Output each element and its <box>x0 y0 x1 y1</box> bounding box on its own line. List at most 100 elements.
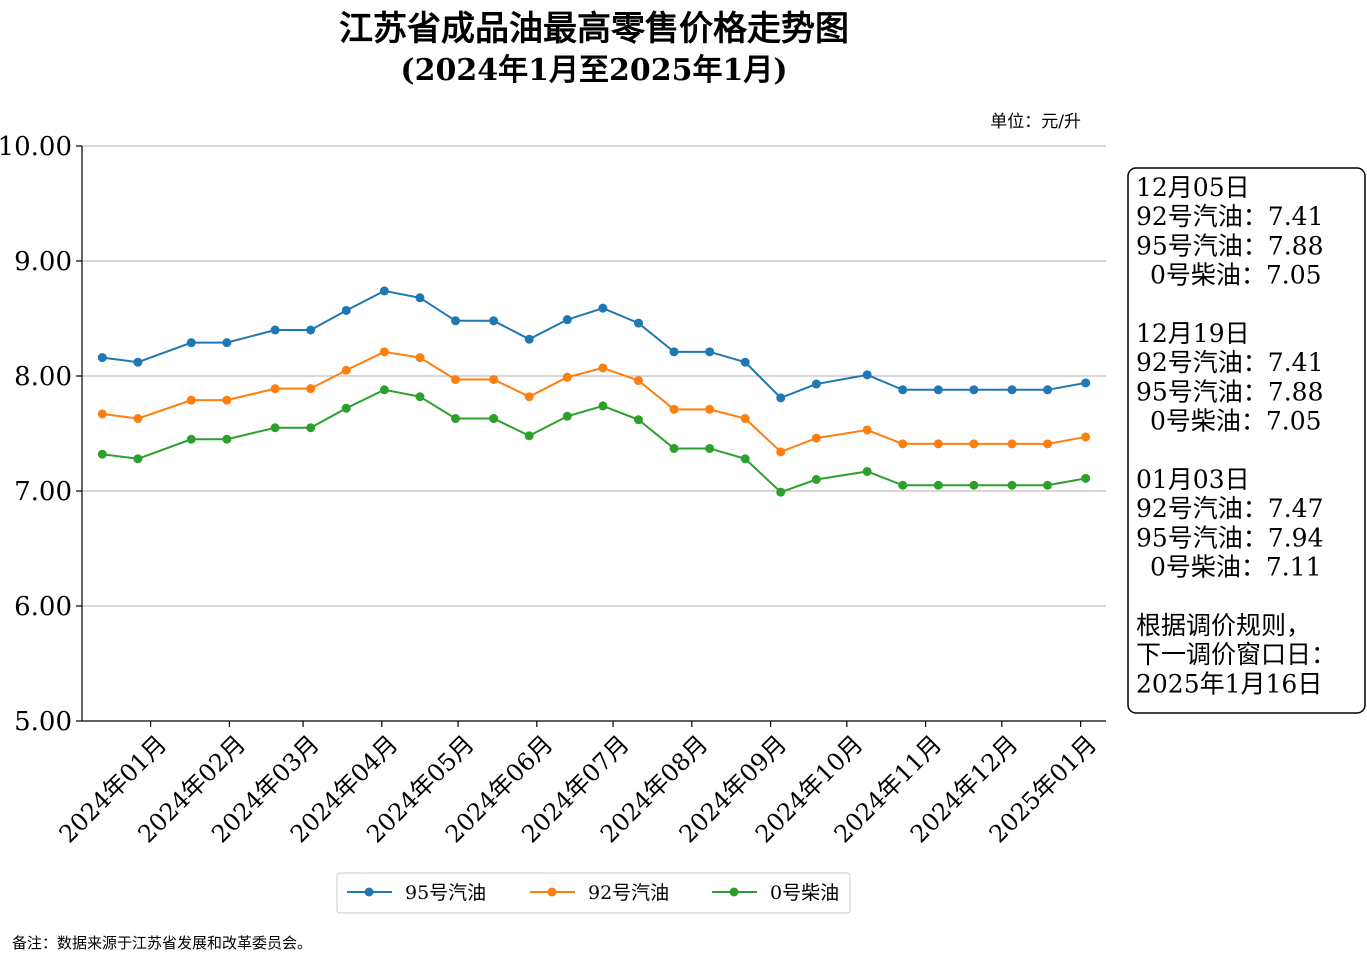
data-point <box>633 415 643 425</box>
data-point <box>524 392 534 402</box>
info-box: 12月05日92号汽油：7.4195号汽油：7.880号柴油：7.0512月19… <box>1127 167 1366 714</box>
legend-marker <box>547 887 557 897</box>
data-point <box>379 385 389 395</box>
data-point <box>776 487 786 497</box>
data-point <box>415 353 425 363</box>
data-point <box>133 414 143 424</box>
data-point <box>898 480 908 490</box>
data-point <box>705 404 715 414</box>
data-point <box>933 385 943 395</box>
data-point <box>1081 432 1091 442</box>
info-line: 根据调价规则， <box>1136 611 1311 640</box>
data-point <box>862 425 872 435</box>
info-line: 92号汽油：7.41 <box>1136 348 1323 377</box>
y-tick-label: 10.00 <box>0 132 72 162</box>
data-point <box>379 286 389 296</box>
data-point <box>898 385 908 395</box>
info-line: 0号柴油：7.05 <box>1150 261 1322 290</box>
data-point <box>776 447 786 457</box>
data-point <box>341 403 351 413</box>
data-point <box>1007 480 1017 490</box>
data-point <box>740 454 750 464</box>
data-point <box>489 316 499 326</box>
data-point <box>379 347 389 357</box>
legend-item-2: 92号汽油 <box>530 882 669 904</box>
data-point <box>133 357 143 367</box>
data-point <box>133 454 143 464</box>
data-point <box>598 303 608 313</box>
data-point <box>270 384 280 394</box>
data-point <box>415 392 425 402</box>
data-point <box>633 318 643 328</box>
data-point <box>705 443 715 453</box>
data-point <box>633 376 643 386</box>
data-point <box>270 423 280 433</box>
info-line: 95号汽油：7.94 <box>1136 523 1323 552</box>
data-point <box>524 431 534 441</box>
data-point <box>811 475 821 484</box>
data-point <box>97 449 107 459</box>
data-point <box>186 395 196 405</box>
data-point <box>1007 439 1017 449</box>
legend-frame <box>336 872 851 914</box>
data-point <box>186 338 196 348</box>
data-point <box>562 315 572 325</box>
data-point <box>1081 473 1091 483</box>
data-point <box>933 439 943 449</box>
data-point <box>1043 439 1053 449</box>
info-line: 12月19日 <box>1136 319 1250 348</box>
info-line: 95号汽油：7.88 <box>1136 377 1323 406</box>
data-point <box>898 439 908 449</box>
data-point <box>306 423 316 433</box>
info-line: 95号汽油：7.88 <box>1136 231 1323 260</box>
info-line: 12月05日 <box>1136 173 1250 202</box>
data-point <box>222 434 232 444</box>
data-point <box>705 347 715 357</box>
data-point <box>562 411 572 421</box>
legend-item-3: 0号柴油 <box>712 882 839 904</box>
axes <box>81 146 1106 722</box>
y-tick-label: 9.00 <box>14 247 72 277</box>
data-point <box>97 409 107 419</box>
info-line: 92号汽油：7.47 <box>1136 494 1323 523</box>
y-tick-label: 7.00 <box>14 477 72 507</box>
info-box-frame <box>1127 167 1366 714</box>
data-point <box>415 293 425 303</box>
data-point <box>598 401 608 411</box>
data-point <box>1081 378 1091 388</box>
info-line: 0号柴油：7.05 <box>1150 407 1322 436</box>
data-point <box>489 374 499 384</box>
data-point <box>1043 385 1053 395</box>
data-point <box>740 414 750 424</box>
data-point <box>489 414 499 424</box>
info-line: 01月03日 <box>1136 465 1250 494</box>
data-point <box>933 480 943 490</box>
info-line: 下一调价窗口日： <box>1136 640 1336 669</box>
data-point <box>669 404 679 414</box>
legend-label: 92号汽油 <box>588 882 669 904</box>
data-point <box>97 353 107 363</box>
data-point <box>451 374 461 384</box>
y-tick-label: 8.00 <box>14 362 72 392</box>
data-point <box>811 433 821 443</box>
info-line: 92号汽油：7.41 <box>1136 202 1323 231</box>
data-point <box>811 379 821 389</box>
data-point <box>669 347 679 357</box>
series-3 <box>97 385 1091 497</box>
data-point <box>451 414 461 424</box>
data-point <box>969 480 979 490</box>
chart-subtitle: (2024年1月至2025年1月) <box>400 53 787 88</box>
info-line: 0号柴油：7.11 <box>1150 553 1322 582</box>
y-axis-ticks: 10.00 9.00 8.00 7.00 6.00 5.00 <box>0 132 82 737</box>
info-line: 2025年1月16日 <box>1136 669 1322 698</box>
legend-marker <box>729 887 739 897</box>
series-2 <box>97 347 1091 457</box>
data-point <box>186 434 196 444</box>
data-point <box>270 325 280 335</box>
data-point <box>306 325 316 335</box>
data-point <box>862 466 872 476</box>
legend-marker <box>364 887 374 897</box>
info-box-text: 12月05日92号汽油：7.4195号汽油：7.880号柴油：7.0512月19… <box>1136 173 1336 698</box>
